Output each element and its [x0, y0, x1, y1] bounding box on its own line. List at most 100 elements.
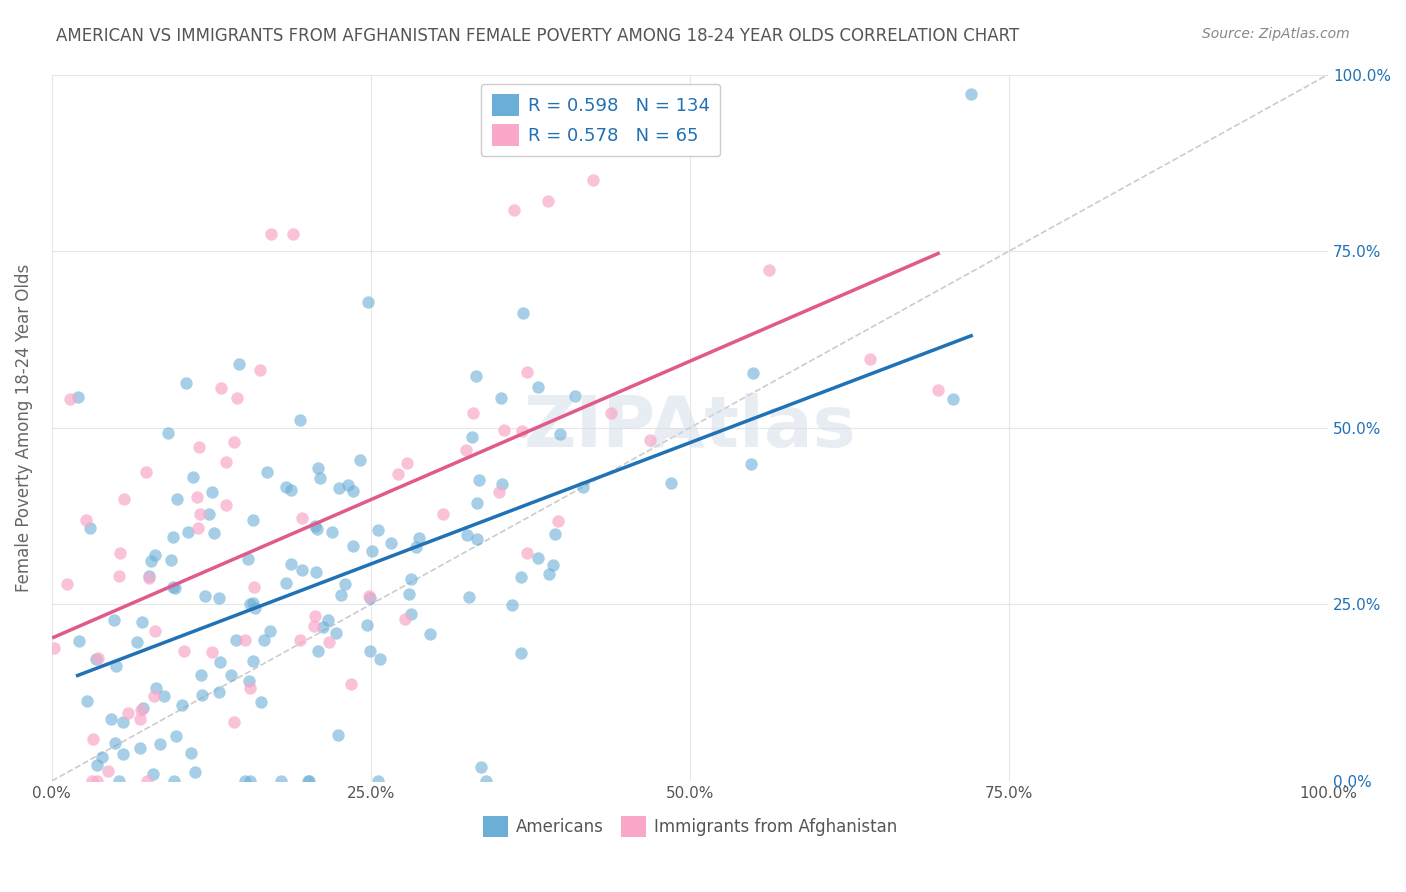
Americans — [571, 480, 593, 494]
Americans — [458, 591, 481, 605]
Americans — [368, 651, 391, 665]
Americans — [342, 539, 364, 553]
Americans — [361, 544, 384, 558]
Americans — [316, 614, 339, 628]
Americans — [219, 668, 242, 682]
Americans — [960, 87, 983, 101]
Americans — [298, 774, 321, 789]
Americans — [741, 366, 763, 380]
Immigrants from Afghanistan — [187, 441, 209, 455]
Americans — [249, 695, 271, 709]
Americans — [256, 465, 278, 479]
Americans — [564, 388, 586, 402]
Immigrants from Afghanistan — [186, 491, 208, 505]
Americans — [253, 632, 276, 647]
Americans — [491, 476, 513, 491]
Immigrants from Afghanistan — [239, 681, 262, 695]
Americans — [305, 522, 328, 536]
Americans — [201, 485, 224, 500]
Americans — [304, 518, 326, 533]
Americans — [489, 391, 512, 405]
Americans — [165, 729, 187, 743]
Americans — [312, 620, 335, 634]
Immigrants from Afghanistan — [108, 546, 131, 560]
Immigrants from Afghanistan — [640, 433, 662, 447]
Americans — [468, 473, 491, 487]
Immigrants from Afghanistan — [129, 712, 152, 726]
Immigrants from Afghanistan — [249, 363, 271, 377]
Immigrants from Afghanistan — [492, 423, 515, 437]
Immigrants from Afghanistan — [138, 572, 160, 586]
Y-axis label: Female Poverty Among 18-24 Year Olds: Female Poverty Among 18-24 Year Olds — [15, 264, 32, 592]
Immigrants from Afghanistan — [394, 612, 416, 626]
Immigrants from Afghanistan — [302, 618, 325, 632]
Americans — [67, 633, 90, 648]
Americans — [86, 757, 108, 772]
Text: AMERICAN VS IMMIGRANTS FROM AFGHANISTAN FEMALE POVERTY AMONG 18-24 YEAR OLDS COR: AMERICAN VS IMMIGRANTS FROM AFGHANISTAN … — [56, 27, 1019, 45]
Americans — [297, 774, 319, 789]
Americans — [291, 564, 314, 578]
Americans — [139, 554, 162, 568]
Americans — [160, 553, 183, 567]
Americans — [125, 635, 148, 649]
Immigrants from Afghanistan — [143, 624, 166, 639]
Americans — [183, 470, 205, 484]
Text: ZIPAtlas: ZIPAtlas — [523, 393, 856, 462]
Americans — [942, 392, 965, 406]
Americans — [225, 633, 247, 648]
Americans — [145, 681, 167, 695]
Americans — [208, 655, 231, 669]
Americans — [527, 551, 550, 566]
Immigrants from Afghanistan — [112, 491, 135, 506]
Americans — [307, 460, 329, 475]
Americans — [66, 390, 89, 404]
Americans — [509, 647, 531, 661]
Americans — [512, 306, 534, 320]
Americans — [157, 426, 180, 441]
Americans — [180, 746, 202, 760]
Americans — [367, 774, 389, 789]
Immigrants from Afghanistan — [108, 569, 131, 583]
Immigrants from Afghanistan — [454, 442, 477, 457]
Americans — [548, 427, 571, 442]
Immigrants from Afghanistan — [200, 645, 222, 659]
Americans — [659, 476, 682, 491]
Americans — [111, 747, 134, 761]
Immigrants from Afghanistan — [129, 703, 152, 717]
Immigrants from Afghanistan — [86, 774, 108, 789]
Immigrants from Afghanistan — [187, 521, 209, 535]
Immigrants from Afghanistan — [211, 381, 233, 395]
Americans — [544, 526, 567, 541]
Americans — [308, 644, 330, 658]
Americans — [132, 701, 155, 715]
Americans — [174, 376, 197, 390]
Americans — [104, 736, 127, 750]
Americans — [367, 523, 389, 537]
Americans — [288, 413, 311, 427]
Immigrants from Afghanistan — [395, 456, 418, 470]
Immigrants from Afghanistan — [432, 507, 454, 521]
Americans — [527, 380, 550, 394]
Immigrants from Afghanistan — [516, 365, 538, 379]
Immigrants from Afghanistan — [510, 424, 533, 438]
Americans — [84, 652, 107, 666]
Immigrants from Afghanistan — [42, 640, 65, 655]
Immigrants from Afghanistan — [142, 690, 165, 704]
Americans — [399, 607, 422, 622]
Immigrants from Afghanistan — [516, 546, 538, 560]
Immigrants from Afghanistan — [318, 634, 340, 648]
Americans — [474, 774, 496, 789]
Americans — [418, 626, 440, 640]
Americans — [501, 599, 523, 613]
Americans — [162, 530, 184, 544]
Americans — [238, 674, 260, 689]
Immigrants from Afghanistan — [97, 764, 120, 779]
Americans — [107, 774, 129, 789]
Immigrants from Afghanistan — [503, 203, 526, 218]
Immigrants from Afghanistan — [927, 383, 949, 397]
Americans — [326, 728, 349, 742]
Americans — [309, 471, 332, 485]
Americans — [190, 667, 212, 681]
Americans — [128, 741, 150, 756]
Americans — [242, 596, 264, 610]
